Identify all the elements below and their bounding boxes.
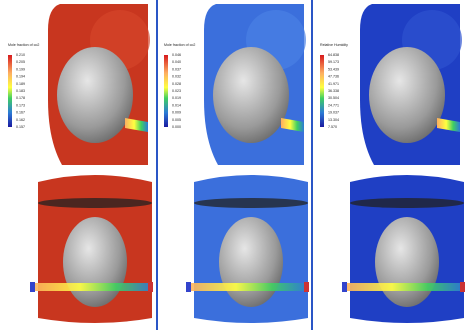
legend-label: 0.199	[16, 67, 25, 71]
legend-label: 0.173	[16, 103, 25, 107]
legend-label: 0.037	[172, 67, 181, 71]
head-side	[213, 47, 289, 143]
legend-label: 13.304	[328, 118, 339, 122]
legend-label: 0.167	[16, 111, 25, 115]
legend-label: 0.210	[16, 53, 25, 57]
legend-label: 0.023	[172, 89, 181, 93]
legend-label: 53.439	[328, 67, 339, 71]
legend-label: 0.040	[172, 60, 181, 64]
tube	[344, 283, 464, 291]
exhaled-jet	[125, 118, 148, 132]
legend-label: 19.037	[328, 111, 339, 115]
legend-label: 24.771	[328, 103, 339, 107]
legend-label: 0.000	[172, 125, 181, 129]
band	[194, 198, 308, 208]
legend-label: 0.028	[172, 82, 181, 86]
tube-end	[342, 282, 347, 292]
legend-title: Mole fraction of co2	[164, 43, 195, 47]
colorbar	[320, 55, 324, 127]
tube	[188, 283, 308, 291]
head-front	[219, 217, 283, 307]
legend-label: 0.189	[16, 82, 25, 86]
legend-label: 0.162	[16, 118, 25, 122]
exhaled-jet	[437, 118, 460, 132]
legend-label: 0.157	[16, 125, 25, 129]
legend-label: 0.205	[16, 60, 25, 64]
tube-end	[30, 282, 35, 292]
band	[38, 198, 152, 208]
legend-label: 0.183	[16, 89, 25, 93]
exhaled-jet	[281, 118, 304, 132]
head-front	[63, 217, 127, 307]
tube-end	[304, 282, 309, 292]
legend-title: Mole fraction of co2	[8, 43, 39, 47]
legend-label: 41.971	[328, 82, 339, 86]
legend-label: 64.838	[328, 53, 339, 57]
head-front	[375, 217, 439, 307]
tube	[32, 283, 152, 291]
legend-label: 0.005	[172, 118, 181, 122]
legend-label: 36.338	[328, 89, 339, 93]
legend-label: 0.014	[172, 103, 181, 107]
band	[350, 198, 464, 208]
tube-end	[460, 282, 465, 292]
head-side	[57, 47, 133, 143]
tube-end	[148, 282, 153, 292]
legend-label: 47.736	[328, 75, 339, 79]
legend-label: 7.570	[328, 125, 337, 129]
legend-label: 0.194	[16, 75, 25, 79]
legend-label: 30.504	[328, 96, 339, 100]
legend-label: 0.046	[172, 53, 181, 57]
colorbar	[8, 55, 12, 127]
legend-label: 0.009	[172, 111, 181, 115]
colorbar	[164, 55, 168, 127]
legend-label: 0.032	[172, 75, 181, 79]
legend-title: Relative Humidity	[320, 43, 348, 47]
head-side	[369, 47, 445, 143]
legend-label: 0.019	[172, 96, 181, 100]
legend-label: 0.178	[16, 96, 25, 100]
legend-label: 59.173	[328, 60, 339, 64]
tube-end	[186, 282, 191, 292]
